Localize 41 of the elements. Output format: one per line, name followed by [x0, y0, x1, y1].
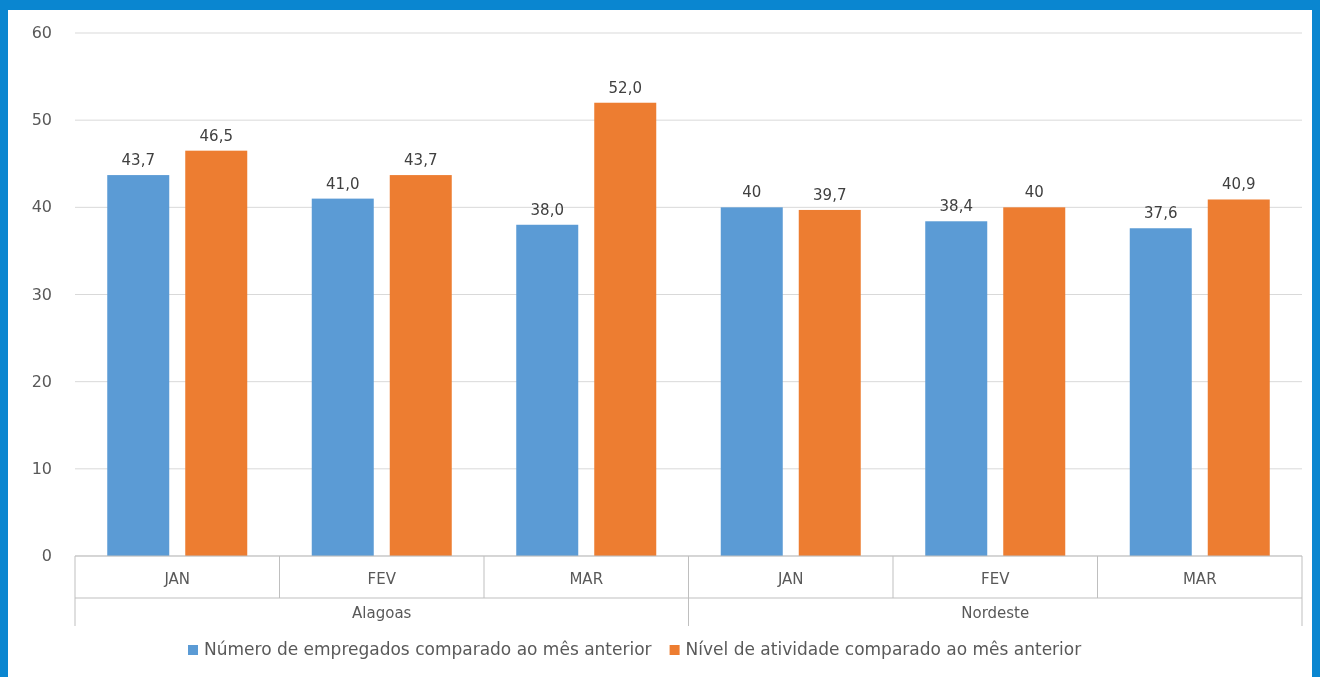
x-tick-label: FEV	[367, 570, 397, 588]
legend-label: Número de empregados comparado ao mês anterior	[204, 639, 652, 659]
data-label: 41,0	[326, 174, 360, 193]
bar	[311, 198, 374, 556]
data-label: 46,5	[199, 126, 233, 145]
bar	[1003, 207, 1066, 556]
data-label: 43,7	[121, 151, 155, 170]
data-label: 38,4	[939, 197, 973, 216]
y-tick-label: 30	[31, 284, 52, 304]
data-label: 43,7	[404, 151, 438, 170]
y-tick-label: 60	[31, 23, 52, 42]
legend-label: Nível de atividade comparado ao mês anterior	[685, 639, 1082, 659]
data-label: 37,6	[1144, 204, 1178, 223]
data-label: 39,7	[813, 185, 847, 204]
x-tick-label: JAN	[776, 570, 804, 588]
bar	[1129, 228, 1192, 556]
bar	[1207, 199, 1270, 556]
y-tick-label: 50	[31, 110, 52, 130]
data-label: 52,0	[608, 78, 642, 97]
x-tick-label: MAR	[569, 570, 604, 588]
data-label: 40,9	[1222, 175, 1256, 194]
bar	[389, 175, 452, 556]
bar	[516, 224, 579, 556]
x-tick-label: MAR	[1182, 570, 1217, 588]
y-tick-label: 0	[41, 546, 52, 565]
y-tick-label: 20	[31, 371, 52, 391]
bar	[925, 221, 988, 556]
data-label: 38,0	[530, 200, 564, 219]
bar	[798, 209, 861, 556]
bar	[107, 175, 170, 556]
x-tick-label: FEV	[981, 570, 1011, 588]
data-label: 40	[1024, 183, 1044, 202]
bar	[185, 150, 248, 556]
text: Nordeste	[961, 604, 1030, 622]
text: Alagoas	[352, 604, 412, 622]
bar	[720, 207, 783, 556]
data-label: 40	[742, 183, 762, 202]
y-tick-label: 10	[31, 458, 52, 478]
y-tick-label: 40	[31, 197, 52, 217]
bar	[594, 102, 657, 556]
x-tick-label: JAN	[163, 570, 191, 588]
